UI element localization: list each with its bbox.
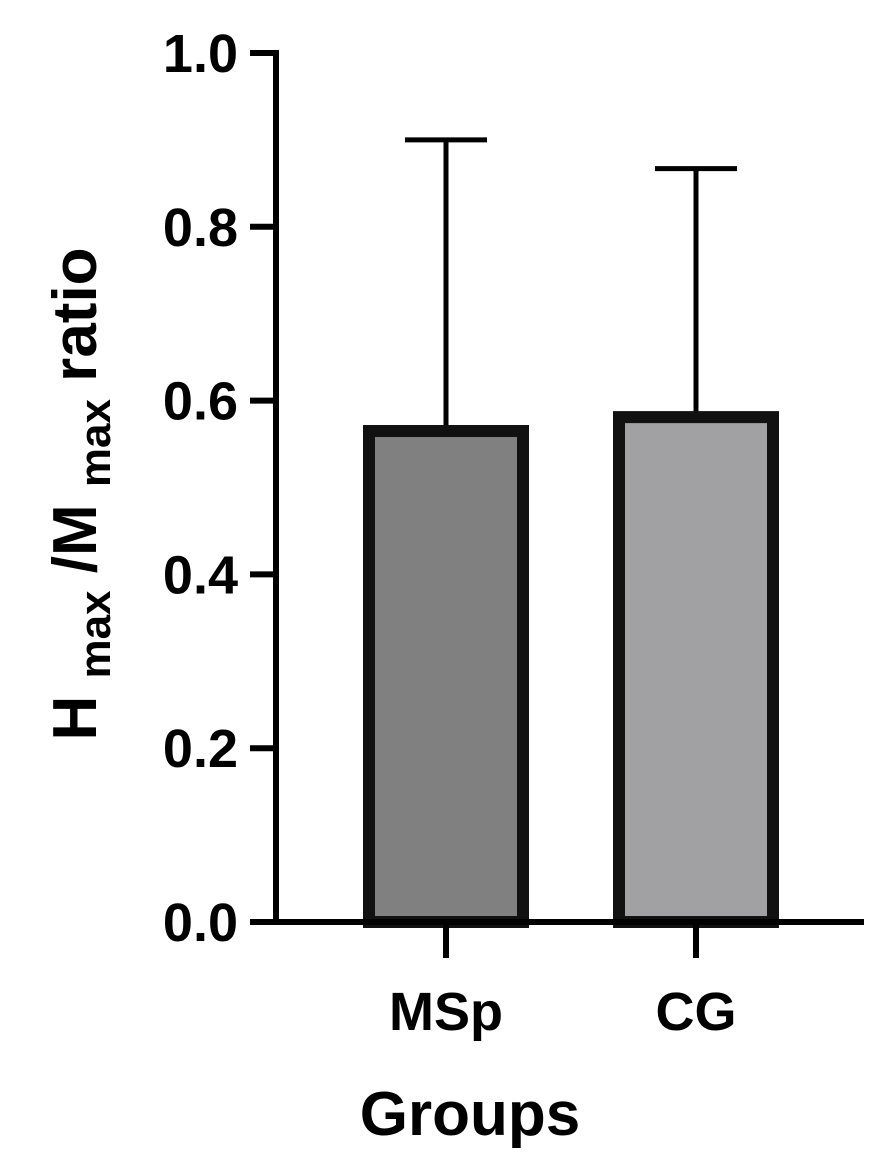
y-tick-label-0.6: 0.6 — [163, 372, 238, 432]
bar-MSp — [363, 425, 529, 928]
x-tick-label-CG: CG — [656, 982, 737, 1042]
chart-axes — [250, 50, 864, 958]
y-tick-label-0.4: 0.4 — [163, 545, 238, 605]
y-axis-title-m-sub: max — [71, 399, 120, 488]
y-axis-title-m: /M — [41, 504, 110, 573]
y-tick-label-1.0: 1.0 — [163, 24, 238, 84]
y-tick-label-0.8: 0.8 — [163, 198, 238, 258]
y-axis-title-ratio: ratio — [41, 247, 110, 381]
chart-marks — [363, 137, 779, 928]
bar-CG — [613, 411, 779, 928]
y-axis-title: H max /M max ratio — [41, 247, 124, 740]
y-axis-title-h-sub: max — [71, 590, 120, 679]
y-tick-label-0.2: 0.2 — [163, 719, 238, 779]
x-axis-title: Groups — [360, 1080, 580, 1149]
y-tick-label-0.0: 0.0 — [163, 893, 238, 953]
x-tick-label-MSp: MSp — [389, 982, 503, 1042]
chart-labels: 0.0 0.2 0.4 0.6 0.8 1.0 MSp CG — [163, 24, 737, 1042]
y-axis-title-h: H — [41, 696, 110, 741]
